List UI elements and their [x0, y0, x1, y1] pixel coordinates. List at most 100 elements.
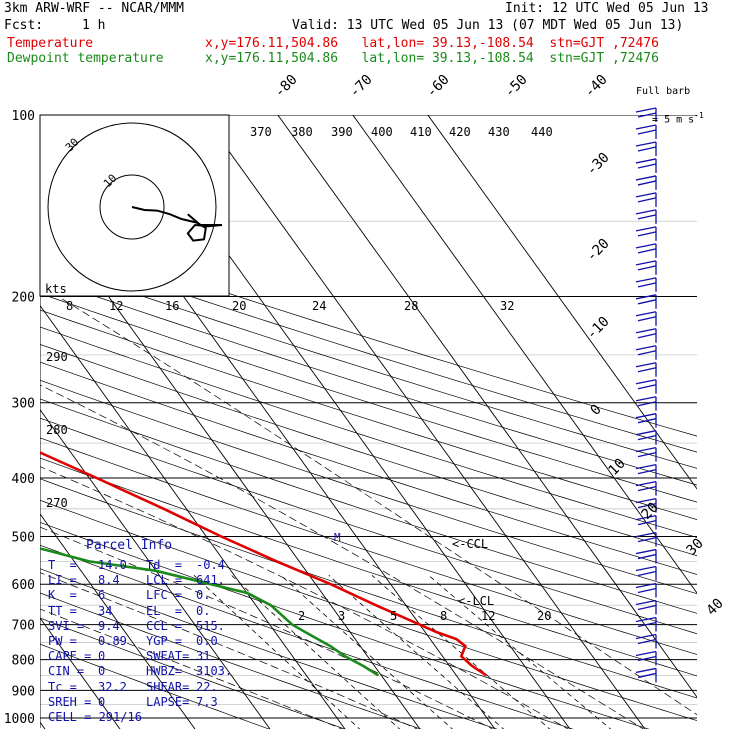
pressure-tick-label: 500: [12, 530, 35, 545]
dry-adiabat: [40, 343, 697, 557]
parcel-info-cell: CAPE =: [48, 649, 92, 664]
hodograph-speed-label: 24: [312, 299, 326, 313]
theta-label: 420: [449, 125, 471, 139]
parcel-info-cell: 0.: [196, 588, 211, 603]
dewpoint-info: x,y=176.11,504.86 lat,lon= 39.13,-108.54…: [205, 51, 659, 66]
parcel-info-cell: 7.3: [196, 694, 218, 709]
dry-adiabat: [40, 544, 574, 729]
wind-barb-flag: [635, 158, 657, 164]
parcel-info-cell: -0.4: [196, 558, 225, 572]
isotherm-label: -70: [347, 72, 376, 101]
dry-adiabat: [40, 417, 697, 635]
wind-barb-flag: [637, 197, 657, 203]
parcel-info-cell: SVI =: [48, 618, 85, 633]
init-time: Init: 12 UTC Wed 05 Jun 13: [505, 1, 709, 16]
wind-barb-flag: [637, 384, 657, 390]
isotherm-line: [40, 304, 346, 729]
parcel-info-cell: HWBZ=: [146, 664, 183, 679]
wind-barb-flag: [637, 502, 657, 509]
pressure-tick-label: 200: [12, 291, 35, 306]
wind-barb-flag: [635, 362, 657, 368]
parcel-info-cell: LCL =: [146, 573, 183, 588]
hodograph-speed-label: 16: [165, 299, 179, 313]
parcel-info-cell: K =: [48, 588, 77, 603]
temperature-legend: Temperature: [7, 36, 94, 51]
parcel-info-cell: LFC =: [146, 588, 183, 603]
parcel-info-box: Parcel Info T = 14.0 Td = -0.4 LI = 8.4 LCL = 6…: [44, 538, 236, 724]
theta-label: 440: [531, 125, 553, 139]
theta-label: 430: [488, 125, 510, 139]
wind-barb-flag: [637, 485, 657, 492]
wind-barb-flag: [637, 350, 657, 356]
dry-adiabat: [40, 309, 697, 520]
dry-adiabat: [40, 568, 498, 729]
wind-barb-flag: [635, 124, 657, 130]
parcel-info-cell: 34: [98, 603, 113, 618]
wind-barb-flag: [635, 311, 657, 317]
hodograph-speed-label: 8: [66, 299, 73, 313]
wind-barb-flag: [635, 464, 657, 470]
parcel-info-cell: 14.0: [98, 558, 127, 572]
isotherm-label: -80: [272, 72, 301, 101]
mixing-ratio-label: 12: [481, 609, 495, 623]
pressure-tick-label: 400: [12, 472, 35, 487]
dry-adiabat: [40, 379, 697, 595]
wind-barb-flag: [635, 565, 657, 572]
parcel-info-cell: 515.: [196, 618, 225, 633]
parcel-info-cell: LAPSE=: [146, 694, 190, 709]
wind-barb-flag: [635, 192, 657, 198]
parcel-info-cell: 0: [98, 694, 106, 709]
wind-barb-flag: [637, 672, 657, 679]
parcel-info-cell: 32.2: [98, 679, 127, 694]
mixing-ratio-line: [371, 575, 551, 729]
parcel-info-cell: 0: [98, 649, 106, 664]
parcel-info-cell: Tc =: [48, 679, 77, 694]
wind-barb-flag: [637, 418, 657, 424]
mixing-ratio-label: 20: [537, 609, 551, 623]
mixing-ratio-line: [231, 575, 401, 729]
wind-barb-flag: [635, 277, 657, 283]
parcel-info-cell: SHEAR=: [146, 679, 190, 694]
kts-label: kts: [45, 282, 67, 296]
wind-barb-flag: [635, 447, 657, 453]
wind-barb-flag: [637, 469, 657, 475]
wind-barb-flag: [637, 536, 657, 543]
wind-barb-flag: [637, 146, 657, 152]
isotherm-line: [40, 408, 271, 729]
m-marker: M: [334, 531, 341, 544]
mixing-ratio-line: [328, 575, 505, 729]
dry-adiabat: [40, 326, 697, 538]
wind-barb-flag: [635, 260, 657, 266]
wind-barb-flag: [635, 209, 657, 215]
wind-barb-flag: [637, 333, 657, 339]
wind-barb-flag: [635, 582, 657, 589]
isotherm-label: -20: [584, 236, 613, 265]
isotherm-line: [427, 115, 697, 490]
hodograph-speed-label: 12: [109, 299, 123, 313]
dry-adiabat: [40, 398, 697, 614]
wind-barb-flag: [635, 514, 657, 521]
wind-barb-flag: [635, 633, 657, 640]
wind-barb-flag: [635, 430, 657, 436]
sounding-traces: [40, 451, 488, 677]
wind-barb-flag: [635, 413, 657, 419]
level-marker-label: <-CCL: [452, 537, 488, 551]
wind-barb-flag: [635, 667, 657, 674]
fcst-value: 1 h: [82, 18, 106, 33]
wind-barb-flag: [637, 163, 657, 169]
mixing-ratio-label: 5: [390, 609, 397, 623]
hodograph-trace: [131, 206, 223, 242]
wind-barb-flag: [635, 650, 657, 657]
wind-barb-flag: [637, 299, 657, 305]
parcel-info-cell: 0.89: [98, 634, 127, 648]
wind-barb-flag: [637, 231, 657, 237]
barb-key-line1: Full barb: [636, 86, 691, 97]
wind-barb-flag: [637, 282, 657, 288]
wind-barb-flag: [637, 112, 657, 118]
wind-barb-flag: [637, 180, 657, 186]
theta-label: 370: [250, 125, 272, 139]
wind-barb-flag: [637, 435, 657, 441]
wind-barb-flag: [637, 214, 657, 220]
mixing-ratio-line: [280, 575, 453, 729]
isotherm-line: [40, 200, 421, 729]
